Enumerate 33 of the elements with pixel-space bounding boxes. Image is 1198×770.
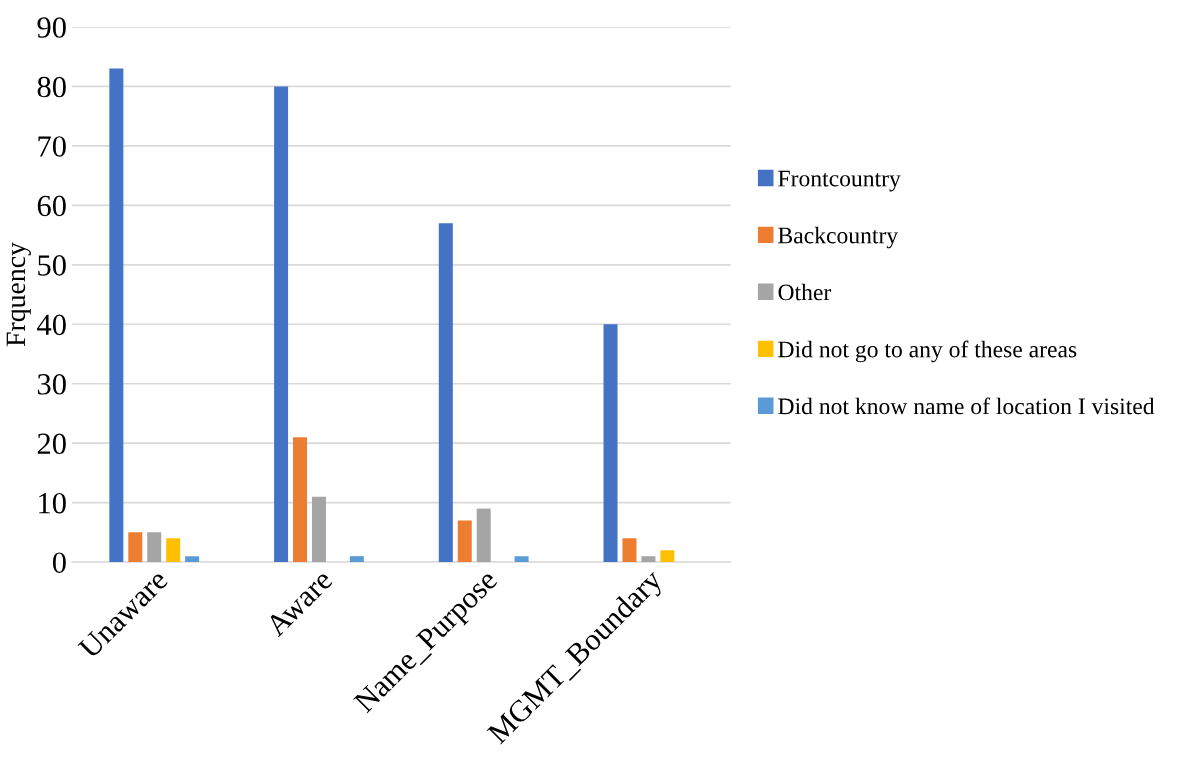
y-tick-label: 10 [39, 492, 66, 514]
legend-label: Backcountry [778, 226, 899, 249]
bar [147, 532, 162, 563]
legend-label: Frontcountry [778, 170, 901, 192]
bar [457, 520, 472, 563]
bar [166, 538, 181, 563]
bar [514, 556, 529, 563]
bar [641, 556, 656, 563]
y-tick-label: 0 [52, 552, 66, 573]
bar [476, 508, 491, 563]
bar [603, 324, 618, 563]
legend-label: Did not go to any of these areas [778, 340, 1077, 363]
y-tick-label: 30 [37, 374, 66, 395]
y-tick-label: 50 [38, 255, 66, 276]
y-axis-title: Frquency [6, 242, 31, 347]
y-tick-label: 90 [37, 17, 66, 38]
bar [311, 496, 326, 563]
bar [438, 223, 453, 563]
bar [293, 437, 308, 563]
legend-label: Did not know name of location I visited [778, 397, 1155, 415]
y-tick-label: 40 [37, 314, 66, 336]
bar [274, 86, 289, 563]
y-tick-label: 70 [38, 136, 66, 157]
bar [185, 556, 200, 563]
y-tick-label: 80 [37, 76, 66, 98]
bar [349, 556, 364, 563]
y-tick-label: 20 [37, 433, 66, 455]
bar [109, 68, 124, 563]
bar [128, 532, 143, 563]
bar [622, 538, 637, 563]
y-tick-label: 60 [37, 195, 66, 217]
bar [660, 550, 675, 563]
legend-label: Other [778, 283, 832, 301]
